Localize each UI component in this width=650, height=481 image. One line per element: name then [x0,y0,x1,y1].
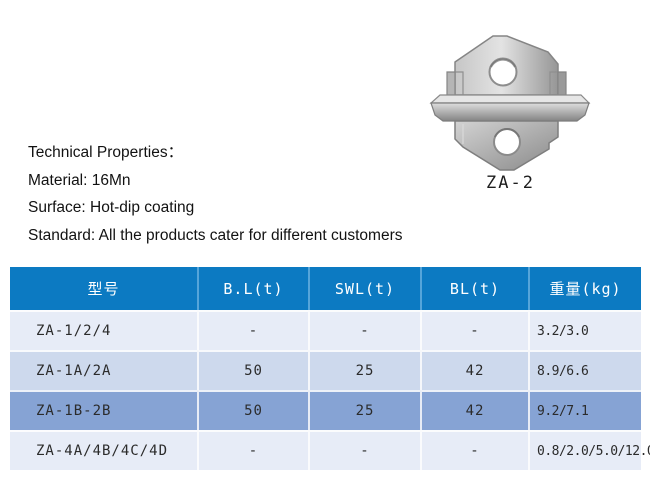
product-model-label: ZA-2 [486,173,535,193]
cell-swl: 25 [308,350,420,390]
tech-props-standard: Standard: All the products cater for dif… [28,226,403,244]
cell-bl2: 42 [420,350,528,390]
col-header-model: 型号 [10,267,197,310]
tech-props-material: Material: 16Mn [28,171,131,189]
col-header-bl: B.L(t) [197,267,308,310]
spec-table-header: 型号 B.L(t) SWL(t) BL(t) 重量(kg) [10,267,641,310]
bracket-flange-front [430,102,590,122]
product-photo [423,14,598,176]
cell-bl2: - [420,430,528,470]
cell-model: ZA-4A/4B/4C/4D [10,430,197,470]
cell-weight: 8.9/6.6 [528,350,641,390]
table-row: ZA-1A/2A 50 25 42 8.9/6.6 [10,350,641,390]
spec-table: 型号 B.L(t) SWL(t) BL(t) 重量(kg) ZA-1/2/4 -… [10,267,650,470]
col-header-bl2: BL(t) [420,267,528,310]
bracket-product-image [429,35,591,171]
cell-swl: - [308,430,420,470]
technical-properties: Technical Properties： Material: 16Mn Sur… [28,139,403,249]
col-header-weight: 重量(kg) [528,267,641,310]
cell-bl2: - [420,310,528,350]
table-row: ZA-1B-2B 50 25 42 9.2/7.1 [10,390,641,430]
cell-bl: - [197,430,308,470]
table-row: ZA-4A/4B/4C/4D - - - 0.8/2.0/5.0/12.0 [10,430,650,470]
cell-weight: 3.2/3.0 [528,310,641,350]
bracket-top-hole [488,57,518,87]
tech-props-surface: Surface: Hot-dip coating [28,199,195,216]
tech-props-title: Technical Properties： [28,144,184,161]
cell-model: ZA-1A/2A [10,350,197,390]
cell-swl: - [308,310,420,350]
cell-model: ZA-1/2/4 [10,310,197,350]
cell-bl2: 42 [420,390,528,430]
cell-weight: 0.8/2.0/5.0/12.0 [528,430,650,470]
col-header-swl: SWL(t) [308,267,420,310]
cell-model: ZA-1B-2B [10,390,197,430]
cell-weight: 9.2/7.1 [528,390,641,430]
bracket-flange-top [429,94,591,104]
cell-bl: - [197,310,308,350]
cell-bl: 50 [197,350,308,390]
cell-bl: 50 [197,390,308,430]
cell-swl: 25 [308,390,420,430]
table-row: ZA-1/2/4 - - - 3.2/3.0 [10,310,641,350]
